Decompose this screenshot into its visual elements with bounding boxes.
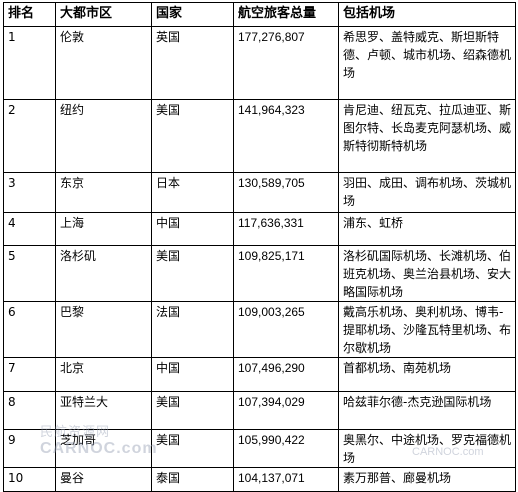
- table-row: 4 上海 中国 117,636,331 浦东、虹桥: [3, 212, 516, 246]
- cell-city: 巴黎: [55, 301, 152, 358]
- header-rank: 排名: [3, 2, 56, 27]
- cell-country: 美国: [151, 429, 234, 468]
- header-country: 国家: [151, 2, 234, 27]
- cell-rank: 3: [3, 172, 56, 213]
- header-total: 航空旅客总量: [233, 2, 339, 27]
- cell-total: 130,589,705: [233, 172, 339, 213]
- cell-country: 中国: [151, 212, 234, 246]
- table-row: 3 东京 日本 130,589,705 羽田、成田、调布机场、茨城机场: [3, 172, 516, 213]
- cell-city: 亚特兰大: [55, 391, 152, 430]
- cell-country: 日本: [151, 172, 234, 213]
- cell-city: 曼谷: [55, 467, 152, 492]
- cell-country: 英国: [151, 26, 234, 100]
- cell-total: 117,636,331: [233, 212, 339, 246]
- cell-total: 141,964,323: [233, 99, 339, 173]
- cell-rank: 8: [3, 391, 56, 430]
- table-row: 7 北京 中国 107,496,290 首都机场、南苑机场: [3, 357, 516, 392]
- cell-airports: 哈兹菲尔德-杰克逊国际机场: [338, 391, 516, 430]
- cell-total: 109,825,171: [233, 245, 339, 302]
- cell-airports: 戴高乐机场、奥利机场、博韦-提耶机场、沙隆瓦特里机场、布尔歇机场: [338, 301, 516, 358]
- cell-airports: 肯尼迪、纽瓦克、拉瓜迪亚、斯图尔特、长岛麦克阿瑟机场、威斯特彻斯特机场: [338, 99, 516, 173]
- cell-country: 美国: [151, 391, 234, 430]
- cell-country: 法国: [151, 301, 234, 358]
- cell-total: 177,276,807: [233, 26, 339, 100]
- table-row: 6 巴黎 法国 109,003,265 戴高乐机场、奥利机场、博韦-提耶机场、沙…: [3, 301, 516, 358]
- cell-city: 纽约: [55, 99, 152, 173]
- table-row: 10 曼谷 泰国 104,137,071 素万那普、廊曼机场: [3, 467, 516, 492]
- cell-rank: 4: [3, 212, 56, 246]
- cell-total: 107,394,029: [233, 391, 339, 430]
- cell-total: 107,496,290: [233, 357, 339, 392]
- table-row: 9 芝加哥 美国 105,990,422 奥黑尔、中途机场、罗克福德机场: [3, 429, 516, 468]
- header-airports: 包括机场: [338, 2, 516, 27]
- cell-city: 芝加哥: [55, 429, 152, 468]
- table-row: 2 纽约 美国 141,964,323 肯尼迪、纽瓦克、拉瓜迪亚、斯图尔特、长岛…: [3, 99, 516, 173]
- cell-airports: 希思罗、盖特威克、斯坦斯特德、卢顿、城市机场、绍森德机场: [338, 26, 516, 100]
- cell-airports: 首都机场、南苑机场: [338, 357, 516, 392]
- cell-rank: 5: [3, 245, 56, 302]
- cell-city: 北京: [55, 357, 152, 392]
- table-row: 1 伦敦 英国 177,276,807 希思罗、盖特威克、斯坦斯特德、卢顿、城市…: [3, 26, 516, 100]
- cell-country: 美国: [151, 99, 234, 173]
- cell-total: 105,990,422: [233, 429, 339, 468]
- cell-airports: 羽田、成田、调布机场、茨城机场: [338, 172, 516, 213]
- cell-airports: 浦东、虹桥: [338, 212, 516, 246]
- cell-city: 东京: [55, 172, 152, 213]
- cell-city: 上海: [55, 212, 152, 246]
- cell-rank: 10: [3, 467, 56, 492]
- cell-rank: 6: [3, 301, 56, 358]
- cell-rank: 2: [3, 99, 56, 173]
- header-city: 大都市区: [55, 2, 152, 27]
- table-row: 8 亚特兰大 美国 107,394,029 哈兹菲尔德-杰克逊国际机场: [3, 391, 516, 430]
- cell-airports: 奥黑尔、中途机场、罗克福德机场: [338, 429, 516, 468]
- cell-city: 洛杉矶: [55, 245, 152, 302]
- cell-rank: 1: [3, 26, 56, 100]
- cell-airports: 洛杉矶国际机场、长滩机场、伯班克机场、奥兰治县机场、安大略国际机场: [338, 245, 516, 302]
- cell-rank: 7: [3, 357, 56, 392]
- cell-country: 中国: [151, 357, 234, 392]
- cell-airports: 素万那普、廊曼机场: [338, 467, 516, 492]
- cell-country: 泰国: [151, 467, 234, 492]
- cell-city: 伦敦: [55, 26, 152, 100]
- cell-total: 104,137,071: [233, 467, 339, 492]
- cell-country: 美国: [151, 245, 234, 302]
- header-row: 排名 大都市区 国家 航空旅客总量 包括机场: [3, 2, 516, 27]
- airport-ranking-table: 排名 大都市区 国家 航空旅客总量 包括机场 1 伦敦 英国 177,276,8…: [3, 2, 516, 492]
- cell-rank: 9: [3, 429, 56, 468]
- watermark-right: CARNOC.com: [412, 446, 484, 458]
- table-row: 5 洛杉矶 美国 109,825,171 洛杉矶国际机场、长滩机场、伯班克机场、…: [3, 245, 516, 302]
- cell-total: 109,003,265: [233, 301, 339, 358]
